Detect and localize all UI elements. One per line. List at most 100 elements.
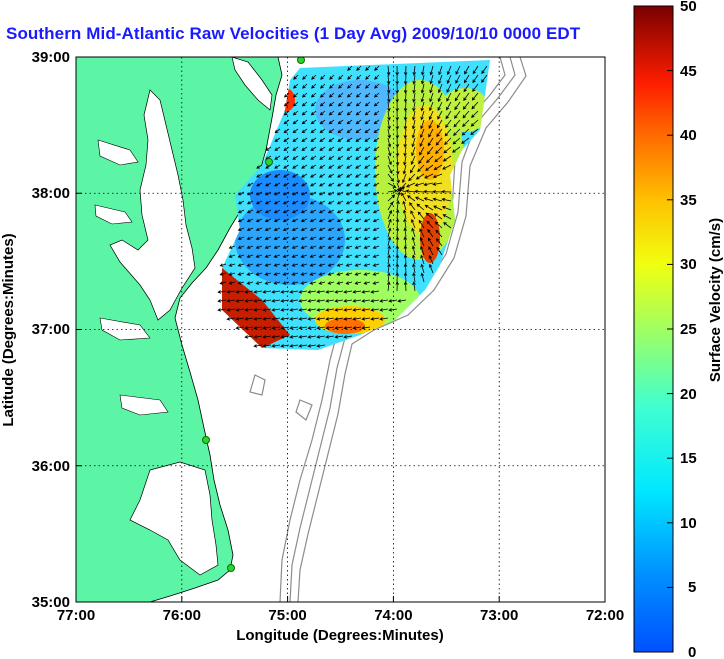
velocity-arrow: [255, 218, 263, 223]
velocity-arrow: [301, 182, 308, 187]
velocity-arrow: [282, 191, 290, 196]
velocity-arrow: [427, 237, 434, 247]
velocity-arrow: [310, 119, 317, 125]
velocity-arrow: [387, 218, 392, 229]
velocity-arrow: [443, 146, 452, 154]
velocity-arrow: [387, 119, 391, 130]
velocity-arrow: [283, 146, 290, 151]
velocity-arrow: [428, 110, 434, 121]
velocity-arrow: [443, 222, 452, 229]
velocity-arrow: [262, 335, 272, 339]
velocity-arrow: [265, 146, 272, 151]
velocity-arrow: [445, 110, 452, 120]
velocity-arrow: [328, 119, 335, 125]
velocity-arrow: [318, 191, 326, 196]
velocity-arrow: [320, 92, 326, 98]
velocity-arrow: [318, 209, 326, 214]
velocity-arrow: [328, 146, 335, 151]
velocity-arrow: [420, 272, 425, 283]
velocity-arrow: [428, 263, 434, 274]
velocity-arrow: [432, 197, 443, 202]
grid-lines: [76, 57, 605, 602]
velocity-arrow: [373, 137, 380, 142]
velocity-arrow: [415, 173, 425, 180]
velocity-arrow: [387, 272, 391, 283]
velocity-arrow: [426, 155, 434, 164]
velocity-arrow: [420, 119, 425, 130]
velocity-arrow: [403, 281, 408, 292]
velocity-arrow: [444, 128, 452, 137]
velocity-arrow: [386, 83, 391, 94]
velocity-arrow: [363, 200, 371, 205]
velocity-arrow: [364, 101, 371, 107]
velocity-arrow: [387, 155, 392, 166]
velocity-arrow: [355, 128, 362, 134]
velocity-arrow: [300, 191, 308, 196]
velocity-arrow: [345, 218, 353, 223]
velocity-arrow: [273, 227, 281, 231]
velocity-arrow: [446, 65, 452, 76]
velocity-arrow: [363, 191, 371, 196]
velocity-arrow: [292, 164, 299, 169]
velocity-arrow: [274, 128, 281, 134]
velocity-arrow: [327, 218, 335, 223]
velocity-arrow: [402, 209, 407, 220]
velocity-arrow: [310, 164, 317, 169]
velocity-arrow: [352, 290, 362, 294]
radar-station-marker: [265, 158, 273, 166]
y-tick-label: 37:00: [32, 321, 70, 338]
velocity-arrow: [395, 164, 400, 175]
velocity-arrow: [334, 308, 344, 312]
velocity-arrow: [352, 308, 362, 312]
velocity-arrow: [226, 308, 236, 312]
velocity-arrow: [319, 146, 326, 151]
velocity-arrow: [337, 164, 344, 169]
velocity-arrow: [309, 254, 317, 258]
velocity-arrow: [345, 191, 353, 196]
velocity-arrow: [387, 254, 391, 265]
velocity-arrow: [363, 263, 371, 267]
velocity-arrow: [461, 137, 470, 144]
velocity-arrow: [354, 218, 362, 223]
velocity-arrow: [307, 326, 317, 330]
velocity-arrow: [395, 137, 400, 148]
tick-marks: [76, 192, 500, 602]
velocity-arrow: [418, 155, 425, 165]
velocity-arrow: [327, 209, 335, 214]
velocity-arrow: [397, 299, 407, 303]
velocity-arrow: [291, 272, 299, 276]
velocity-arrow: [345, 209, 353, 214]
velocity-arrow: [298, 344, 308, 348]
velocity-arrow: [334, 335, 344, 339]
velocity-arrow: [374, 65, 380, 71]
velocity-arrow: [355, 173, 362, 178]
velocity-arrow: [346, 182, 353, 187]
velocity-arrow: [325, 317, 335, 321]
velocity-arrow: [274, 146, 281, 151]
velocity-arrow: [329, 92, 335, 98]
velocity-arrow: [429, 83, 434, 94]
velocity-arrow: [363, 227, 371, 231]
velocity-arrow: [387, 92, 391, 103]
velocity-arrow: [343, 290, 353, 294]
velocity-arrow: [256, 182, 263, 187]
velocity-arrow: [309, 191, 317, 196]
velocity-arrow: [347, 83, 353, 89]
velocity-arrow: [262, 290, 272, 294]
velocity-arrow: [354, 245, 362, 249]
velocity-arrow: [354, 209, 362, 214]
velocity-arrow: [406, 182, 416, 188]
velocity-arrow: [423, 197, 434, 202]
velocity-arrow: [346, 173, 353, 178]
velocity-arrow: [345, 236, 353, 240]
velocity-arrow: [334, 326, 344, 330]
velocity-arrow: [309, 245, 317, 249]
velocity-arrow: [365, 74, 371, 80]
velocity-arrow: [411, 236, 416, 247]
velocity-arrow: [309, 281, 317, 285]
velocity-arrow: [364, 173, 371, 178]
colorbar-tick-label: 25: [680, 321, 697, 338]
velocity-arrow: [255, 254, 263, 258]
velocity-arrow: [372, 272, 380, 276]
velocity-arrow: [428, 246, 434, 256]
